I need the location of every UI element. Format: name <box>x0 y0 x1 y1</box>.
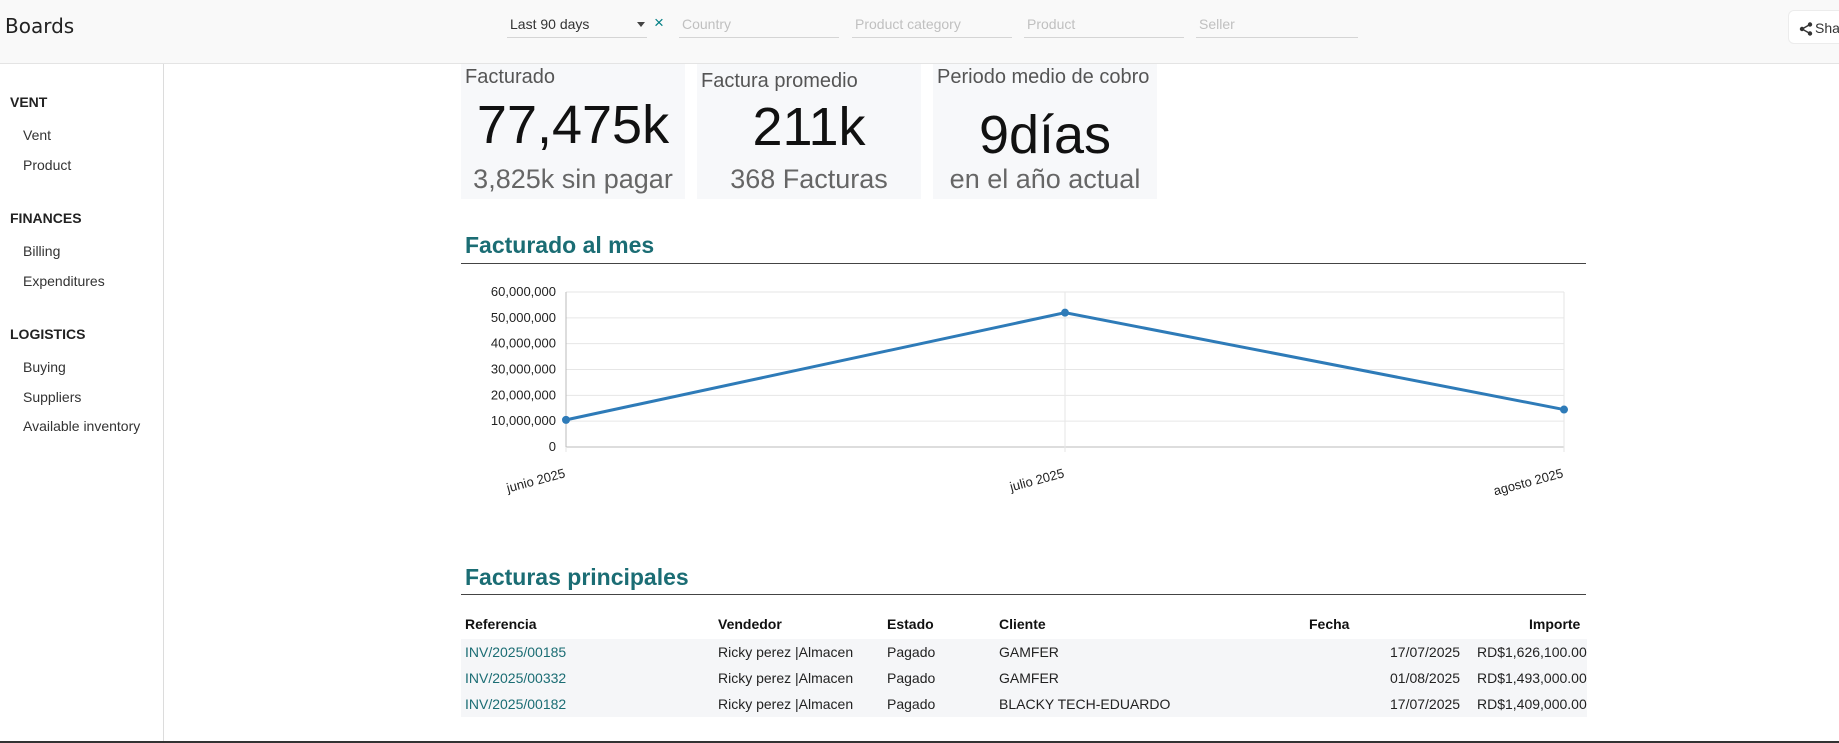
column-header-fecha[interactable]: Fecha <box>1309 616 1350 632</box>
date-cell: 17/07/2025 <box>1390 696 1461 712</box>
data-point <box>1560 405 1568 414</box>
y-tick-label: 10,000,000 <box>491 413 556 428</box>
invoice-reference-link[interactable]: INV/2025/00185 <box>465 644 567 660</box>
x-tick-label: julio 2025 <box>1007 465 1066 494</box>
chart-section-title: Facturado al mes <box>465 232 655 258</box>
kpi-subtitle: 3,825k sin pagar <box>473 164 673 194</box>
y-tick-label: 20,000,000 <box>491 387 556 402</box>
status-cell: Pagado <box>887 696 936 712</box>
sidebar-item-buying[interactable]: Buying <box>23 359 66 375</box>
seller-cell: Ricky perez |Almacen <box>718 644 854 660</box>
sidebar-item-billing[interactable]: Billing <box>23 243 61 259</box>
amount-cell: RD$1,626,100.00 <box>1477 644 1587 660</box>
kpi-value: 77,475k <box>476 95 670 155</box>
sidebar-item-suppliers[interactable]: Suppliers <box>23 389 82 405</box>
seller-cell: Ricky perez |Almacen <box>718 696 854 712</box>
kpi-subtitle: en el año actual <box>949 164 1141 194</box>
table-section-title: Facturas principales <box>465 564 689 590</box>
kpi-subtitle: 368 Facturas <box>730 164 888 194</box>
app-title: Boards <box>5 14 75 38</box>
sidebar: VENT Vent Product FINANCES Billing Expen… <box>0 64 164 743</box>
section-divider <box>461 594 1586 595</box>
column-header-importe[interactable]: Importe <box>1529 616 1581 632</box>
amount-cell: RD$1,409,000.00 <box>1477 696 1587 712</box>
country-filter[interactable]: Country <box>679 12 839 38</box>
date-cell: 17/07/2025 <box>1390 644 1461 660</box>
kpi-card-facturado[interactable]: Facturado 77,475k 3,825k sin pagar <box>461 64 685 199</box>
data-point <box>562 415 570 424</box>
sidebar-item-product[interactable]: Product <box>23 157 72 173</box>
invoice-reference-link[interactable]: INV/2025/00332 <box>465 670 567 686</box>
period-select-value: Last 90 days <box>510 16 590 32</box>
x-tick-label: junio 2025 <box>504 465 567 495</box>
y-tick-label: 50,000,000 <box>491 310 556 325</box>
sidebar-item-vent[interactable]: Vent <box>23 127 52 143</box>
kpi-card-factura-promedio[interactable]: Factura promedio 211k 368 Facturas <box>697 64 921 199</box>
share-icon <box>1799 22 1813 36</box>
customer-cell: GAMFER <box>999 670 1059 686</box>
customer-cell: GAMFER <box>999 644 1059 660</box>
clear-filter-icon[interactable]: × <box>654 13 664 32</box>
kpi-title: Periodo medio de cobro <box>937 66 1150 88</box>
status-cell: Pagado <box>887 644 936 660</box>
kpi-title: Factura promedio <box>701 70 858 92</box>
sidebar-section-logistics: LOGISTICS <box>10 326 86 342</box>
product-filter[interactable]: Product <box>1024 12 1184 38</box>
period-select[interactable]: Last 90 days <box>507 12 647 38</box>
chevron-down-icon <box>637 22 645 27</box>
customer-cell: BLACKY TECH-EDUARDO <box>999 696 1171 712</box>
share-label: Sha <box>1815 20 1839 36</box>
column-header-referencia[interactable]: Referencia <box>465 616 537 632</box>
line-chart: 0 10,000,000 20,000,000 30,000,000 40,000,00… <box>491 284 1568 498</box>
date-cell: 01/08/2025 <box>1390 670 1461 686</box>
y-tick-label: 60,000,000 <box>491 284 556 299</box>
sidebar-item-expenditures[interactable]: Expenditures <box>23 273 105 289</box>
column-header-cliente[interactable]: Cliente <box>999 616 1046 632</box>
top-bar: Boards Last 90 days × Country Product ca… <box>0 0 1839 64</box>
table-row[interactable]: INV/2025/00185 Ricky perez |Almacen Paga… <box>461 639 1587 665</box>
status-cell: Pagado <box>887 670 936 686</box>
kpi-card-periodo-medio[interactable]: Periodo medio de cobro 9días en el año a… <box>933 64 1157 199</box>
sidebar-section-vent: VENT <box>10 94 48 110</box>
x-tick-label: agosto 2025 <box>1492 465 1565 498</box>
seller-cell: Ricky perez |Almacen <box>718 670 854 686</box>
share-button[interactable]: Sha <box>1788 10 1839 44</box>
kpi-value: 211k <box>752 97 866 157</box>
table-row[interactable]: INV/2025/00332 Ricky perez |Almacen Paga… <box>461 665 1587 691</box>
column-header-vendedor[interactable]: Vendedor <box>718 616 782 632</box>
sidebar-section-finances: FINANCES <box>10 210 82 226</box>
column-header-estado[interactable]: Estado <box>887 616 934 632</box>
table-row[interactable]: INV/2025/00182 Ricky perez |Almacen Paga… <box>461 691 1587 717</box>
seller-filter[interactable]: Seller <box>1196 12 1358 38</box>
y-tick-label: 0 <box>549 439 556 454</box>
y-tick-label: 30,000,000 <box>491 362 556 377</box>
sidebar-item-available-inventory[interactable]: Available inventory <box>23 418 141 434</box>
data-point <box>1061 308 1069 317</box>
kpi-value: 9días <box>978 105 1112 165</box>
amount-cell: RD$1,493,000.00 <box>1477 670 1587 686</box>
invoice-reference-link[interactable]: INV/2025/00182 <box>465 696 567 712</box>
product-category-filter[interactable]: Product category <box>852 12 1012 38</box>
y-tick-label: 40,000,000 <box>491 336 556 351</box>
kpi-title: Facturado <box>465 66 556 88</box>
bottom-border <box>0 741 1839 743</box>
section-divider <box>461 263 1586 264</box>
